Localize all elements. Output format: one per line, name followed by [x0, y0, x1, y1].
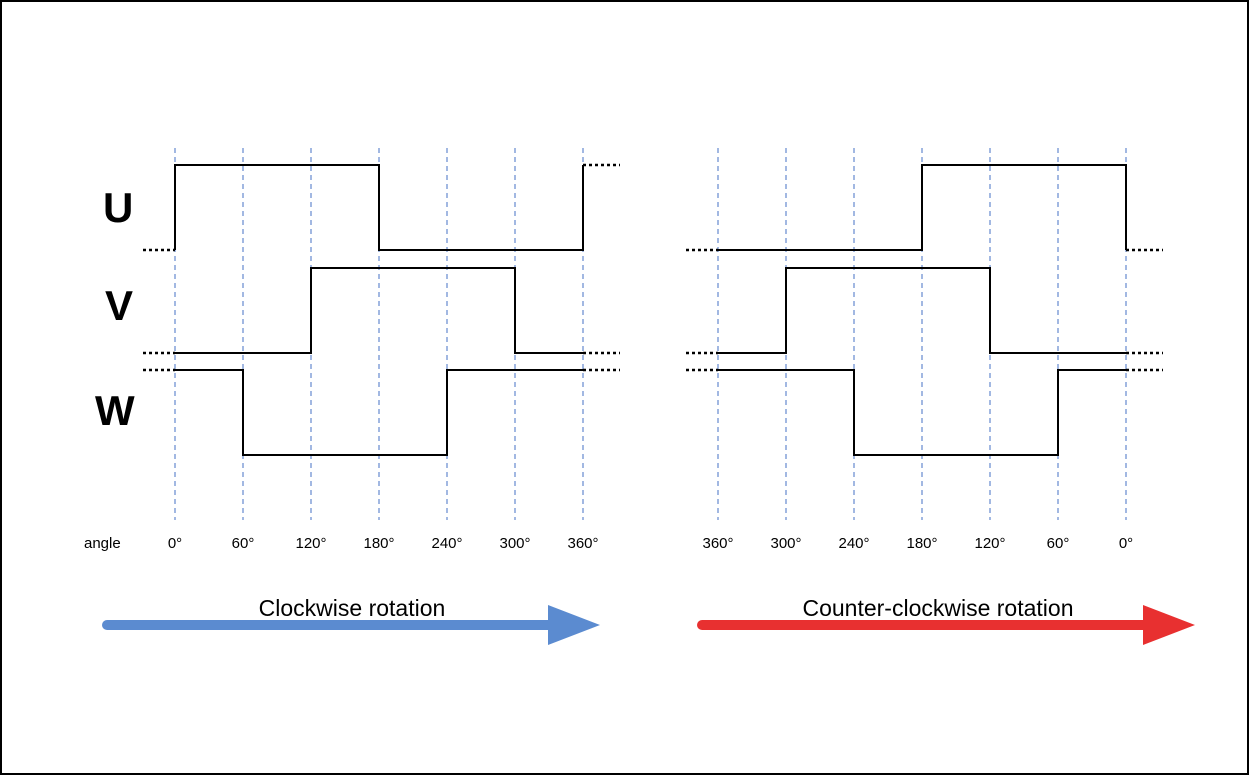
ccw-w-waveform — [718, 369, 1126, 456]
signal-label-v: V — [105, 282, 133, 329]
ccw-tick-label: 0° — [1119, 535, 1133, 552]
cw-tick-label: 180° — [363, 535, 394, 552]
signal-label-u: U — [103, 184, 133, 231]
cw-u-waveform — [174, 164, 584, 251]
cw-tick-label: 240° — [431, 535, 462, 552]
clockwise-caption: Clockwise rotation — [259, 595, 446, 621]
cw-tick-label: 60° — [232, 535, 255, 552]
cw-tick-label: 120° — [295, 535, 326, 552]
cw-w-waveform — [175, 369, 583, 456]
ccw-tick-label: 240° — [838, 535, 869, 552]
clockwise-arrow-head — [548, 605, 600, 645]
ccw-tick-label: 120° — [974, 535, 1005, 552]
ccw-v-waveform — [718, 267, 1126, 354]
counter-clockwise-arrow-head — [1143, 605, 1195, 645]
ccw-tick-label: 60° — [1047, 535, 1070, 552]
cw-tick-label: 360° — [567, 535, 598, 552]
signal-label-w: W — [95, 387, 135, 434]
cw-tick-label: 0° — [168, 535, 182, 552]
ccw-tick-label: 300° — [770, 535, 801, 552]
counter-clockwise-caption: Counter-clockwise rotation — [802, 595, 1073, 621]
counter-clockwise-arrow — [697, 605, 1195, 645]
cw-v-waveform — [175, 267, 583, 354]
ccw-tick-label: 180° — [906, 535, 937, 552]
clockwise-panel: angle 0° 60° 120° 180° 240° 300° 360° Cl… — [84, 148, 620, 645]
ccw-gridlines — [717, 148, 1127, 520]
counter-clockwise-panel: 360° 300° 240° 180° 120° 60° 0° Counter-… — [686, 148, 1195, 645]
ccw-tick-label: 360° — [702, 535, 733, 552]
ccw-u-waveform — [718, 164, 1127, 251]
clockwise-arrow — [102, 605, 600, 645]
cw-tick-label: 300° — [499, 535, 530, 552]
clockwise-gridlines — [174, 148, 584, 520]
angle-label: angle — [84, 535, 121, 552]
